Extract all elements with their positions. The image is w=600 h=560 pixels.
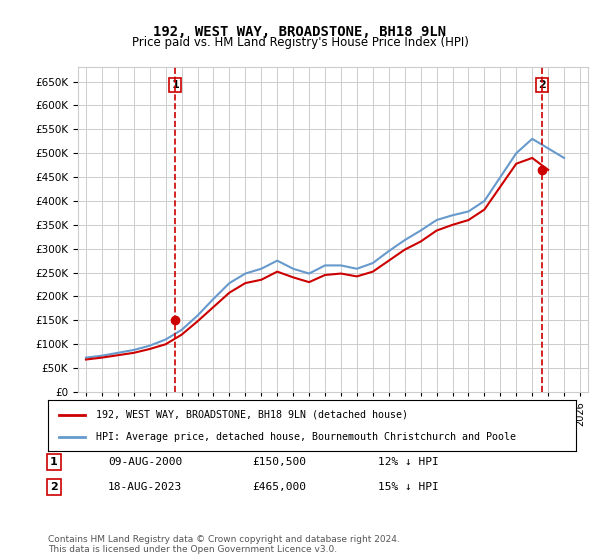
Text: 2: 2 (50, 482, 58, 492)
Text: 1: 1 (50, 457, 58, 467)
Text: 12% ↓ HPI: 12% ↓ HPI (378, 457, 439, 467)
Text: £150,500: £150,500 (252, 457, 306, 467)
Text: HPI: Average price, detached house, Bournemouth Christchurch and Poole: HPI: Average price, detached house, Bour… (95, 432, 515, 442)
Text: 192, WEST WAY, BROADSTONE, BH18 9LN (detached house): 192, WEST WAY, BROADSTONE, BH18 9LN (det… (95, 409, 407, 419)
Text: 09-AUG-2000: 09-AUG-2000 (108, 457, 182, 467)
Text: 15% ↓ HPI: 15% ↓ HPI (378, 482, 439, 492)
Text: 192, WEST WAY, BROADSTONE, BH18 9LN: 192, WEST WAY, BROADSTONE, BH18 9LN (154, 25, 446, 39)
Text: 2: 2 (538, 80, 545, 90)
Text: Price paid vs. HM Land Registry's House Price Index (HPI): Price paid vs. HM Land Registry's House … (131, 36, 469, 49)
Text: Contains HM Land Registry data © Crown copyright and database right 2024.
This d: Contains HM Land Registry data © Crown c… (48, 535, 400, 554)
Text: 1: 1 (172, 80, 179, 90)
Text: 18-AUG-2023: 18-AUG-2023 (108, 482, 182, 492)
Text: £465,000: £465,000 (252, 482, 306, 492)
